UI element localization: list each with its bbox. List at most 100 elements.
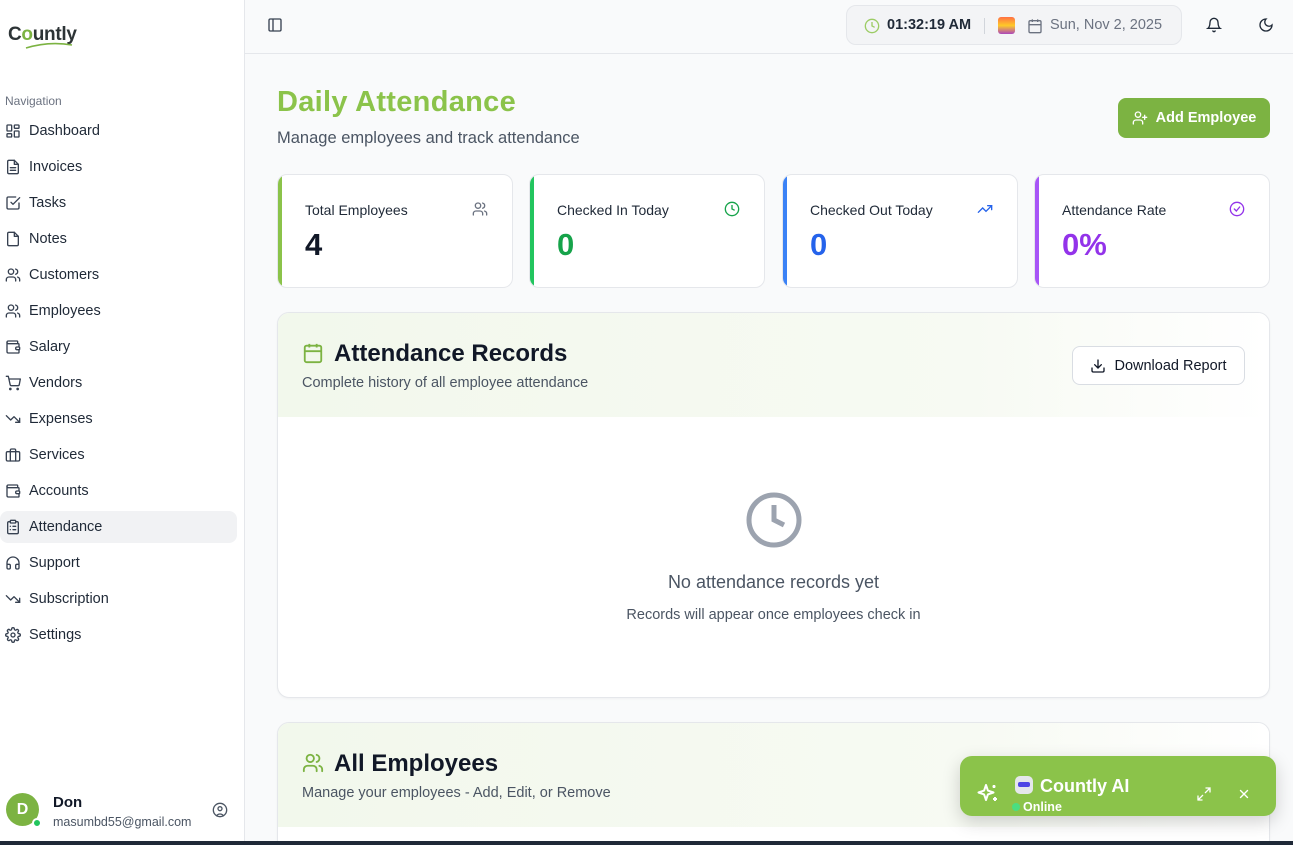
sidebar-item-accounts[interactable]: Accounts xyxy=(0,475,237,507)
online-status-dot xyxy=(1012,803,1020,811)
sparkles-icon xyxy=(976,782,1000,806)
sidebar-toggle-icon[interactable] xyxy=(267,17,283,33)
sidebar-item-attendance[interactable]: Attendance xyxy=(0,511,237,543)
gear-icon xyxy=(5,627,21,643)
logo-text-o: o xyxy=(21,24,33,45)
sidebar-item-label: Expenses xyxy=(29,411,93,427)
sidebar-item-dashboard[interactable]: Dashboard xyxy=(0,115,237,147)
sidebar-item-label: Subscription xyxy=(29,591,109,607)
sidebar-item-support[interactable]: Support xyxy=(0,547,237,579)
logo-swoosh-icon xyxy=(25,42,73,49)
bell-icon[interactable] xyxy=(1206,17,1222,33)
nav-list: Dashboard Invoices Tasks Notes Customers Empl… xyxy=(0,115,245,655)
sidebar-item-label: Dashboard xyxy=(29,123,100,139)
attendance-records-title: Attendance Records xyxy=(334,340,568,367)
sidebar-item-label: Attendance xyxy=(29,519,103,535)
stat-label: Checked In Today xyxy=(557,202,669,218)
moon-icon[interactable] xyxy=(1258,17,1274,33)
sidebar-item-label: Notes xyxy=(29,231,67,247)
stat-label: Checked Out Today xyxy=(810,202,933,218)
top-bar: 01:32:19 AM Sun, Nov 2, 2025 xyxy=(245,0,1293,54)
calendar-icon xyxy=(302,342,324,364)
users-icon xyxy=(5,303,21,319)
sidebar-item-label: Customers xyxy=(29,267,100,283)
file-icon xyxy=(5,159,21,175)
clock-time: 01:32:19 AM xyxy=(887,17,972,33)
download-report-button[interactable]: Download Report xyxy=(1072,346,1245,385)
logo[interactable]: Countly xyxy=(8,24,77,46)
sidebar-item-customers[interactable]: Customers xyxy=(0,259,237,291)
stat-card-checked-in: Checked In Today 0 xyxy=(529,174,765,288)
sidebar-item-label: Invoices xyxy=(29,159,83,175)
sidebar-item-label: Employees xyxy=(29,303,101,319)
sidebar-item-services[interactable]: Services xyxy=(0,439,237,471)
sidebar-item-expenses[interactable]: Expenses xyxy=(0,403,237,435)
wallet-icon xyxy=(5,483,21,499)
trending-down-icon xyxy=(5,591,21,607)
stat-card-total-employees: Total Employees 4 xyxy=(277,174,513,288)
user-circle-icon[interactable] xyxy=(212,802,228,818)
logo-text-end: untly xyxy=(32,24,77,45)
stat-value: 0% xyxy=(1062,227,1107,262)
window-bottom-edge xyxy=(0,841,1293,845)
add-employee-label: Add Employee xyxy=(1155,110,1257,126)
sidebar-item-label: Salary xyxy=(29,339,71,355)
download-report-label: Download Report xyxy=(1114,357,1227,374)
stat-label: Attendance Rate xyxy=(1062,202,1167,218)
stat-label: Total Employees xyxy=(305,202,408,218)
attendance-records-card: Attendance Records Complete history of a… xyxy=(277,312,1270,698)
add-employee-button[interactable]: Add Employee xyxy=(1118,98,1270,138)
sidebar: Countly Navigation Dashboard Invoices Task… xyxy=(0,0,245,841)
divider xyxy=(984,18,985,34)
clock-icon xyxy=(724,201,740,217)
sidebar-item-settings[interactable]: Settings xyxy=(0,619,237,651)
all-employees-subtitle: Manage your employees - Add, Edit, or Re… xyxy=(302,785,611,801)
sidebar-item-label: Settings xyxy=(29,627,82,643)
stat-value: 4 xyxy=(305,227,323,262)
stat-value: 0 xyxy=(557,227,575,262)
sidebar-item-employees[interactable]: Employees xyxy=(0,295,237,327)
robot-icon xyxy=(1015,776,1033,794)
cart-icon xyxy=(5,375,21,391)
check-circle-icon xyxy=(1229,201,1245,217)
empty-state-subtitle: Records will appear once employees check… xyxy=(626,607,921,623)
sidebar-item-notes[interactable]: Notes xyxy=(0,223,237,255)
wallet-icon xyxy=(5,339,21,355)
trending-down-icon xyxy=(5,411,21,427)
sidebar-item-tasks[interactable]: Tasks xyxy=(0,187,237,219)
sidebar-item-label: Support xyxy=(29,555,80,571)
attendance-records-subtitle: Complete history of all employee attenda… xyxy=(302,375,589,391)
sidebar-item-invoices[interactable]: Invoices xyxy=(0,151,237,183)
attendance-records-header: Attendance Records Complete history of a… xyxy=(278,313,1269,417)
all-employees-title: All Employees xyxy=(334,750,499,777)
briefcase-icon xyxy=(5,447,21,463)
sidebar-item-vendors[interactable]: Vendors xyxy=(0,367,237,399)
clock-icon xyxy=(744,490,804,550)
ai-status: Online xyxy=(1023,800,1062,814)
user-name: Don xyxy=(53,794,83,811)
sidebar-item-label: Vendors xyxy=(29,375,83,391)
clock-icon xyxy=(864,18,880,34)
checkbox-icon xyxy=(5,195,21,211)
user-email: masumbd55@gmail.com xyxy=(53,815,192,829)
note-icon xyxy=(5,231,21,247)
users-icon xyxy=(472,201,488,217)
trending-up-icon xyxy=(977,201,993,217)
page-title: Daily Attendance xyxy=(277,86,517,118)
empty-state-title: No attendance records yet xyxy=(667,572,880,592)
expand-icon[interactable] xyxy=(1196,786,1212,802)
sidebar-item-salary[interactable]: Salary xyxy=(0,331,237,363)
ai-title: Countly AI xyxy=(1040,776,1130,796)
grid-icon xyxy=(5,123,21,139)
stat-value: 0 xyxy=(810,227,828,262)
sidebar-item-subscription[interactable]: Subscription xyxy=(0,583,237,615)
page-subtitle: Manage employees and track attendance xyxy=(277,129,580,147)
calendar-icon xyxy=(1027,18,1043,34)
sidebar-item-label: Services xyxy=(29,447,85,463)
close-icon[interactable] xyxy=(1237,787,1251,801)
countly-ai-widget[interactable]: Countly AI Online xyxy=(960,756,1276,816)
logo-text-start: C xyxy=(8,24,22,45)
download-icon xyxy=(1090,358,1106,374)
headphones-icon xyxy=(5,555,21,571)
user-profile[interactable]: D Don masumbd55@gmail.com xyxy=(6,792,238,832)
